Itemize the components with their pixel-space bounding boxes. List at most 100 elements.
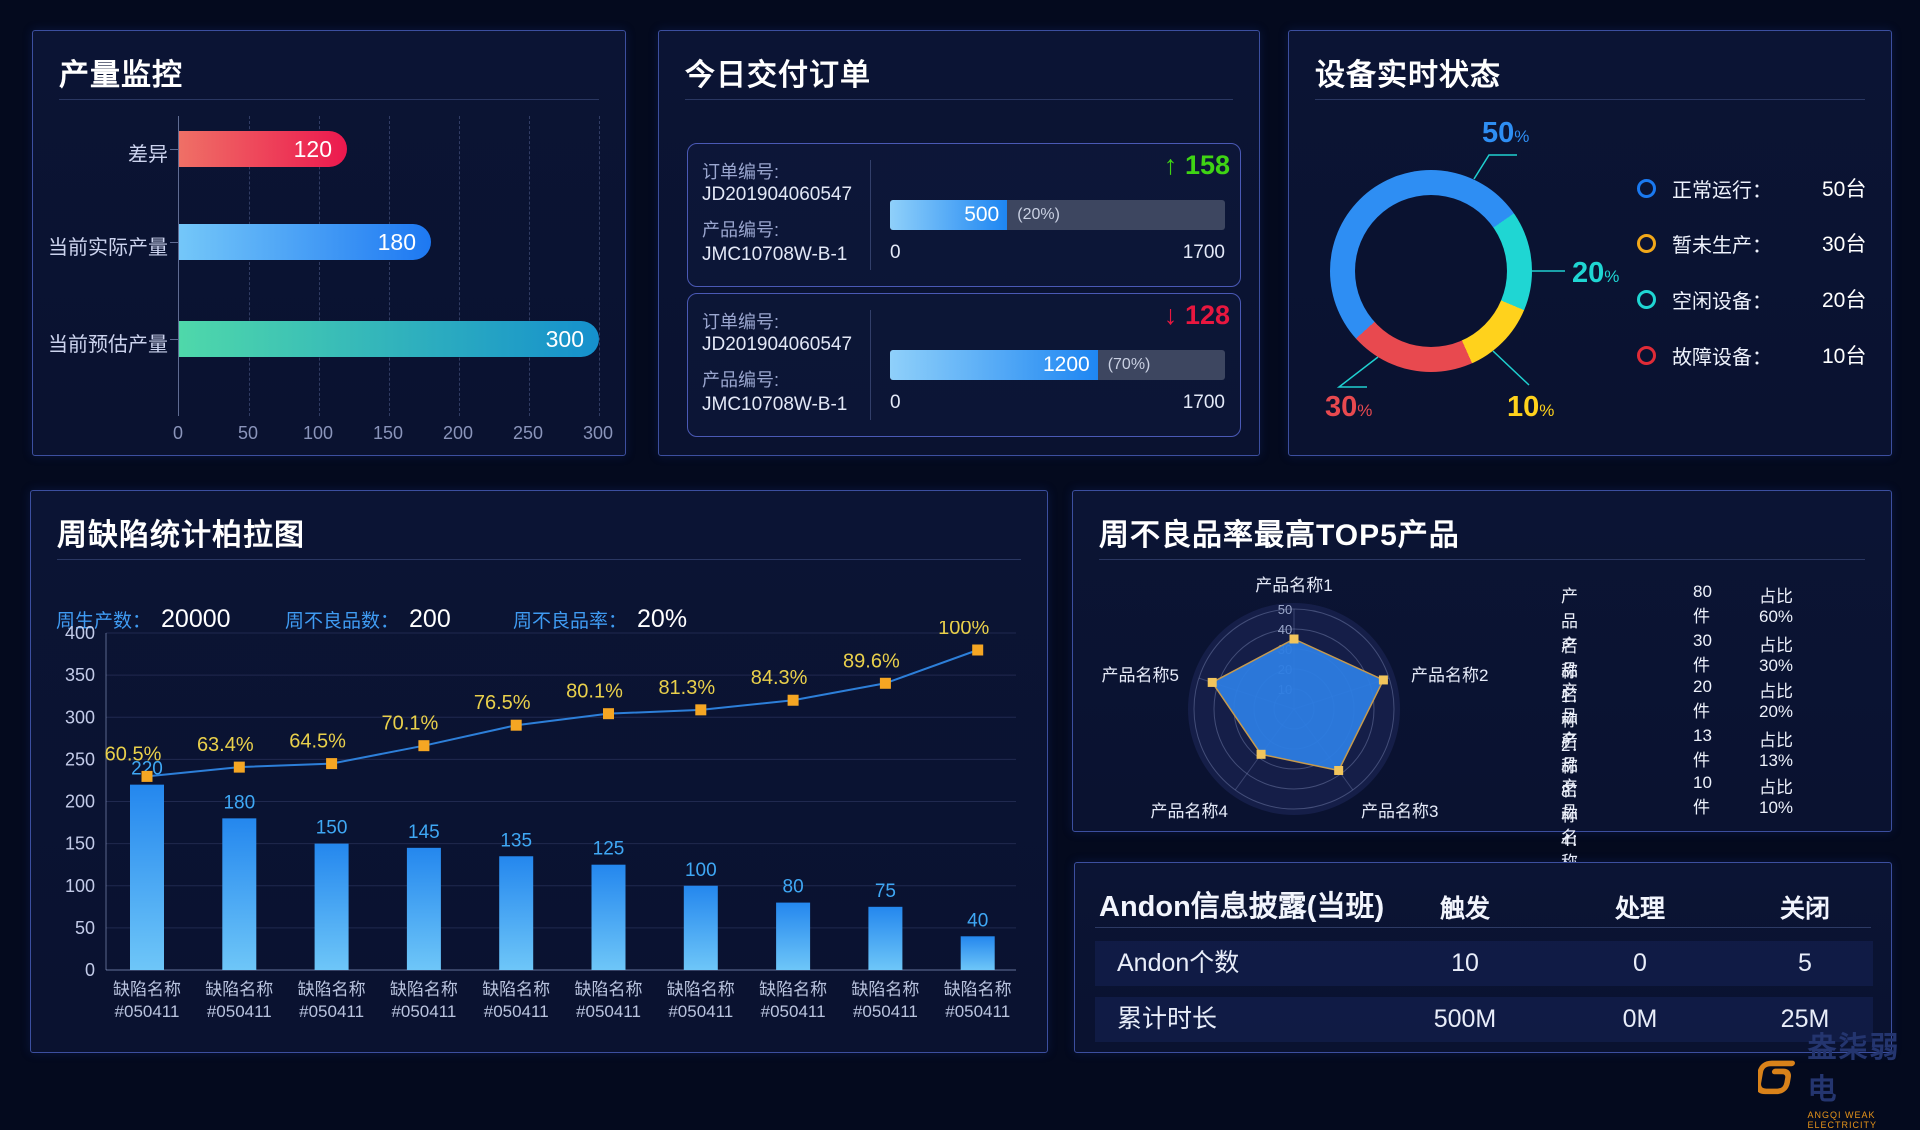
legend-item-空闲设备[interactable]: 空闲设备： 20台	[1637, 282, 1866, 316]
product-name: 产品名称3：	[1561, 682, 1588, 801]
legend-ring-icon	[1637, 233, 1656, 253]
x-category-code: #050411	[853, 1002, 918, 1021]
product-count: 20件	[1693, 677, 1712, 721]
legend-item-正常运行[interactable]: 正常运行： 50台	[1637, 171, 1866, 205]
y-axis-tick-label: 400	[65, 623, 95, 643]
panel-production-monitor: 产量监控 120 180 300 差异 当前实际产量 当前预估产量 0 50 100 150 200…	[32, 30, 626, 456]
callout-line	[1492, 350, 1530, 386]
stat-1: 周不良品数： 200	[285, 605, 451, 634]
panel-andon-info: Andon信息披露(当班) 触发 处理 关闭 Andon个数 10 0 5 累计时长 500M…	[1074, 862, 1892, 1053]
line-marker	[879, 677, 891, 689]
cumulative-pct-label: 100%	[938, 621, 989, 639]
legend-ring-icon	[1637, 289, 1656, 309]
legend-label: 空闲设备：	[1672, 290, 1772, 313]
gridline	[389, 116, 390, 416]
pareto-chart: 0 50 100 150 200 250 300 350 400 220 缺陷名称 #050411 18…	[65, 621, 1016, 1021]
panel-header: 周不良品率最高TOP5产品	[1099, 491, 1865, 560]
panel-title: 设备实时状态	[1315, 59, 1501, 92]
y-axis-tick-label: 0	[85, 960, 95, 980]
stat-2: 周不良品率： 20%	[513, 605, 687, 634]
donut-label-idle: 20%	[1572, 257, 1620, 289]
y-axis-tick-label: 300	[65, 707, 95, 727]
progress-fill: 500	[890, 200, 1008, 230]
defect-bar	[406, 847, 441, 970]
stat-label: 周不良品数：	[285, 611, 400, 632]
product-share: 占比10%	[1759, 778, 1794, 817]
defect-bar	[314, 843, 349, 970]
x-category-name: 缺陷名称	[667, 980, 735, 999]
stat-value: 20000	[161, 605, 231, 633]
progress-max: 1700	[1182, 242, 1225, 263]
cumulative-pct-label: 81.3%	[658, 677, 715, 699]
x-category-name: 缺陷名称	[113, 980, 181, 999]
product-count: 10件	[1693, 773, 1712, 817]
defect-bar	[499, 856, 534, 970]
order-card: 订单编号: JD201904060547 产品编号: JMC10708W-B-1…	[687, 293, 1241, 437]
radar-axis-label: 产品名称1	[1255, 576, 1332, 595]
bar-差异: 120	[179, 131, 347, 167]
x-axis-tick-label: 150	[372, 423, 404, 443]
radar-axis-label: 产品名称2	[1411, 666, 1488, 685]
defect-bar	[591, 864, 626, 970]
x-category-name: 缺陷名称	[390, 980, 458, 999]
product-share: 占比60%	[1759, 587, 1794, 626]
bar-value-label: 80	[783, 877, 804, 898]
x-category-name: 缺陷名称	[851, 980, 919, 999]
bar-当前实际产量: 180	[179, 224, 431, 260]
andon-cell: 0	[1633, 949, 1647, 977]
x-category-name: 缺陷名称	[482, 980, 550, 999]
arrow-up-icon: ↑	[1163, 150, 1178, 180]
bar-value-label: 180	[377, 229, 416, 255]
product-no-label: 产品编号:	[702, 370, 780, 390]
x-category-code: #050411	[668, 1002, 733, 1021]
stat-value: 200	[409, 605, 451, 633]
y-axis-tick-label: 50	[75, 918, 95, 938]
x-axis-tick-label: 50	[237, 423, 259, 443]
product-count: 80件	[1693, 582, 1712, 626]
panel-device-status: 设备实时状态 50% 20% 30% 10% 正常运行： 50台 暂未生产： 30台空…	[1288, 30, 1892, 456]
cumulative-pct-label: 60.5%	[105, 743, 162, 765]
legend-value: 30台	[1822, 233, 1867, 256]
x-category-code: #050411	[484, 1002, 549, 1021]
product-share: 占比13%	[1759, 731, 1794, 770]
y-axis-tick-label: 250	[65, 749, 95, 769]
bar-value-label: 180	[223, 792, 255, 813]
cumulative-pct-label: 64.5%	[289, 731, 346, 753]
axis-tick	[170, 339, 178, 340]
legend-item-故障设备[interactable]: 故障设备： 10台	[1637, 338, 1866, 372]
x-axis-tick-label: 0	[172, 423, 183, 443]
panel-title: 周缺陷统计柏拉图	[57, 519, 305, 552]
radar-axis-label: 产品名称5	[1102, 666, 1179, 685]
category-label: 差异	[128, 144, 168, 166]
panel-header: 今日交付订单	[685, 31, 1233, 100]
x-axis-tick-label: 100	[302, 423, 334, 443]
gridline	[599, 116, 600, 416]
legend-value: 10台	[1822, 345, 1867, 368]
cumulative-line	[146, 649, 979, 778]
progress-max: 1700	[1182, 392, 1225, 413]
panel-weekly-defect-pareto: 周缺陷统计柏拉图 周生产数： 20000 周不良品数： 200 周不良品率： 20% 0 5…	[30, 490, 1048, 1053]
bar-value-label: 75	[875, 881, 896, 902]
logo-cn-text: 盎柒弱电	[1807, 1032, 1901, 1106]
panel-today-orders: 今日交付订单 订单编号: JD201904060547 产品编号: JMC107…	[658, 30, 1260, 456]
radar-ring	[1213, 628, 1375, 790]
defect-bar	[683, 885, 718, 970]
x-category-code: #050411	[576, 1002, 641, 1021]
cumulative-pct-label: 63.4%	[197, 734, 254, 756]
product-count: 30件	[1693, 631, 1712, 675]
progress-percent: (20%)	[1017, 206, 1060, 223]
line-marker	[418, 740, 430, 752]
divider	[1095, 927, 1871, 928]
x-category-code: #050411	[299, 1002, 364, 1021]
y-axis-tick-label: 350	[65, 665, 95, 685]
progress-min: 0	[890, 242, 901, 263]
bar-value-label: 40	[967, 910, 988, 931]
cumulative-pct-label: 84.3%	[751, 667, 808, 689]
panel-header: 产量监控	[59, 31, 599, 100]
radar-vertex-marker	[1256, 749, 1266, 759]
bar-value-label: 120	[293, 136, 332, 162]
x-category-name: 缺陷名称	[944, 980, 1012, 999]
gridline	[319, 116, 320, 416]
legend-item-暂未生产[interactable]: 暂未生产： 30台	[1637, 226, 1866, 260]
vendor-logo: 盎柒弱电 ANGQI WEAK ELECTRICITY	[1758, 1024, 1920, 1130]
